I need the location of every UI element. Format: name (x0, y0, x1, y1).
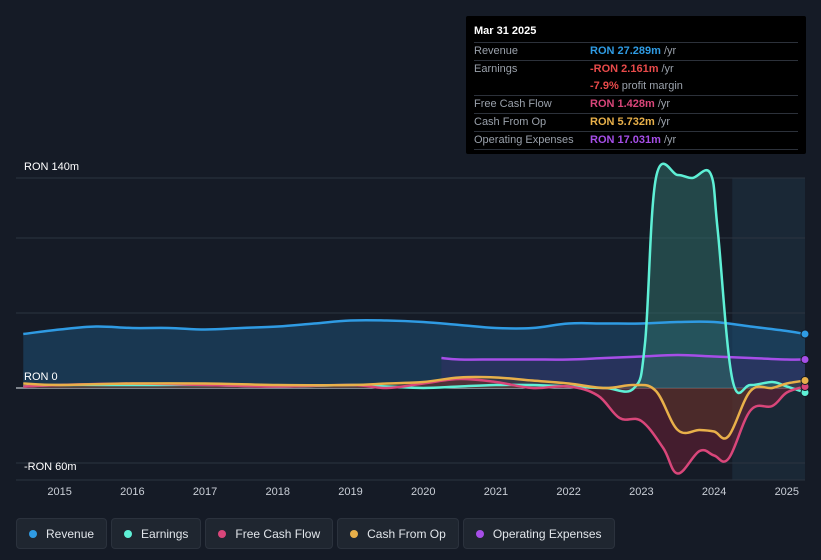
tooltip-unit: /yr (657, 98, 671, 110)
revenue-line (23, 318, 806, 336)
opex-dot-icon (475, 529, 484, 538)
revenue-dot-icon (29, 529, 37, 538)
cash-from-op-area (23, 376, 805, 439)
legend-label: Cash From Op (367, 526, 446, 541)
x-axis: 2015 2016 2017 2018 2019 2020 2021 2022 2023 2024… (47, 486, 799, 498)
tooltip-value: RON 5.732m (590, 116, 655, 128)
y-axis: RON 140m RON 0 -RON 60m (24, 161, 79, 473)
tooltip-label (474, 78, 590, 95)
tooltip-label: Free Cash Flow (474, 98, 552, 110)
free-cash-flow-area (23, 378, 805, 474)
x-tick-label: 2021 (484, 486, 508, 498)
y-tick-label: -RON 60m (24, 461, 77, 473)
series-lines (23, 162, 806, 475)
legend-label: Revenue (46, 526, 95, 541)
x-tick-label: 2016 (120, 486, 144, 498)
legend-label: Free Cash Flow (235, 526, 321, 541)
tooltip-row-cfo: Cash From Op RON 5.732m /yr (474, 114, 798, 132)
cfo-dot-icon (350, 529, 359, 538)
tooltip-unit: /yr (663, 134, 677, 146)
legend-item-revenue[interactable]: Revenue (16, 518, 108, 549)
tooltip-unit: /yr (663, 45, 677, 57)
tooltip-value: RON 27.289m (590, 45, 661, 57)
y-tick-label: RON 0 (24, 371, 58, 383)
tooltip-row-profit-margin: -7.9% profit margin (474, 78, 798, 96)
legend-label: Earnings (141, 526, 189, 541)
x-tick-label: 2015 (47, 486, 71, 498)
tooltip-row-opex: Operating Expenses RON 17.031m /yr (474, 132, 798, 150)
tooltip-row-revenue: Revenue RON 27.289m /yr (474, 43, 798, 61)
tooltip-value: RON 17.031m (590, 134, 661, 146)
x-tick-label: 2022 (556, 486, 580, 498)
tooltip-row-earnings: Earnings -RON 2.161m /yr (474, 61, 798, 78)
tooltip-date: Mar 31 2025 (474, 24, 798, 43)
x-tick-label: 2024 (702, 486, 726, 498)
tooltip-unit: /yr (657, 116, 671, 128)
x-tick-label: 2018 (266, 486, 290, 498)
tooltip-label: Cash From Op (474, 116, 547, 128)
operating-expenses-line (441, 353, 806, 361)
legend-item-earnings[interactable]: Earnings (111, 518, 202, 549)
y-tick-label: RON 140m (24, 161, 79, 173)
chart-legend: Revenue Earnings Free Cash Flow Cash Fro… (16, 518, 615, 549)
legend-item-operating-expenses[interactable]: Operating Expenses (462, 518, 615, 549)
legend-item-cash-from-op[interactable]: Cash From Op (337, 518, 459, 549)
tooltip-row-fcf: Free Cash Flow RON 1.428m /yr (474, 96, 798, 114)
tooltip-value: -7.9% (590, 80, 619, 92)
operating-expenses-endpoint (800, 355, 810, 364)
series-endpoints (800, 329, 810, 397)
series-areas (23, 163, 805, 474)
earnings-dot-icon (124, 529, 133, 538)
fcf-dot-icon (218, 529, 227, 538)
x-tick-label: 2025 (775, 486, 799, 498)
tooltip-value: -RON 2.161m (590, 63, 659, 75)
x-tick-label: 2020 (411, 486, 435, 498)
tooltip-label: Operating Expenses (474, 134, 574, 146)
legend-label: Operating Expenses (492, 526, 602, 541)
tooltip-value: RON 1.428m (590, 98, 655, 110)
tooltip-unit: /yr (661, 63, 674, 75)
revenue-area (23, 320, 805, 388)
x-tick-label: 2023 (629, 486, 653, 498)
revenue-endpoint (800, 329, 810, 339)
tooltip-label: Revenue (474, 45, 519, 57)
tooltip-label: Earnings (474, 63, 518, 75)
legend-item-free-cash-flow[interactable]: Free Cash Flow (205, 518, 334, 549)
cash-from-op-line (23, 375, 806, 440)
cash-from-op-endpoint (800, 376, 810, 385)
x-tick-label: 2017 (193, 486, 217, 498)
free-cash-flow-line (23, 377, 806, 475)
tooltip-unit: profit margin (621, 80, 683, 92)
data-tooltip: Mar 31 2025 Revenue RON 27.289m /yr Earn… (466, 16, 806, 154)
x-tick-label: 2019 (338, 486, 362, 498)
earnings-area (23, 163, 805, 393)
